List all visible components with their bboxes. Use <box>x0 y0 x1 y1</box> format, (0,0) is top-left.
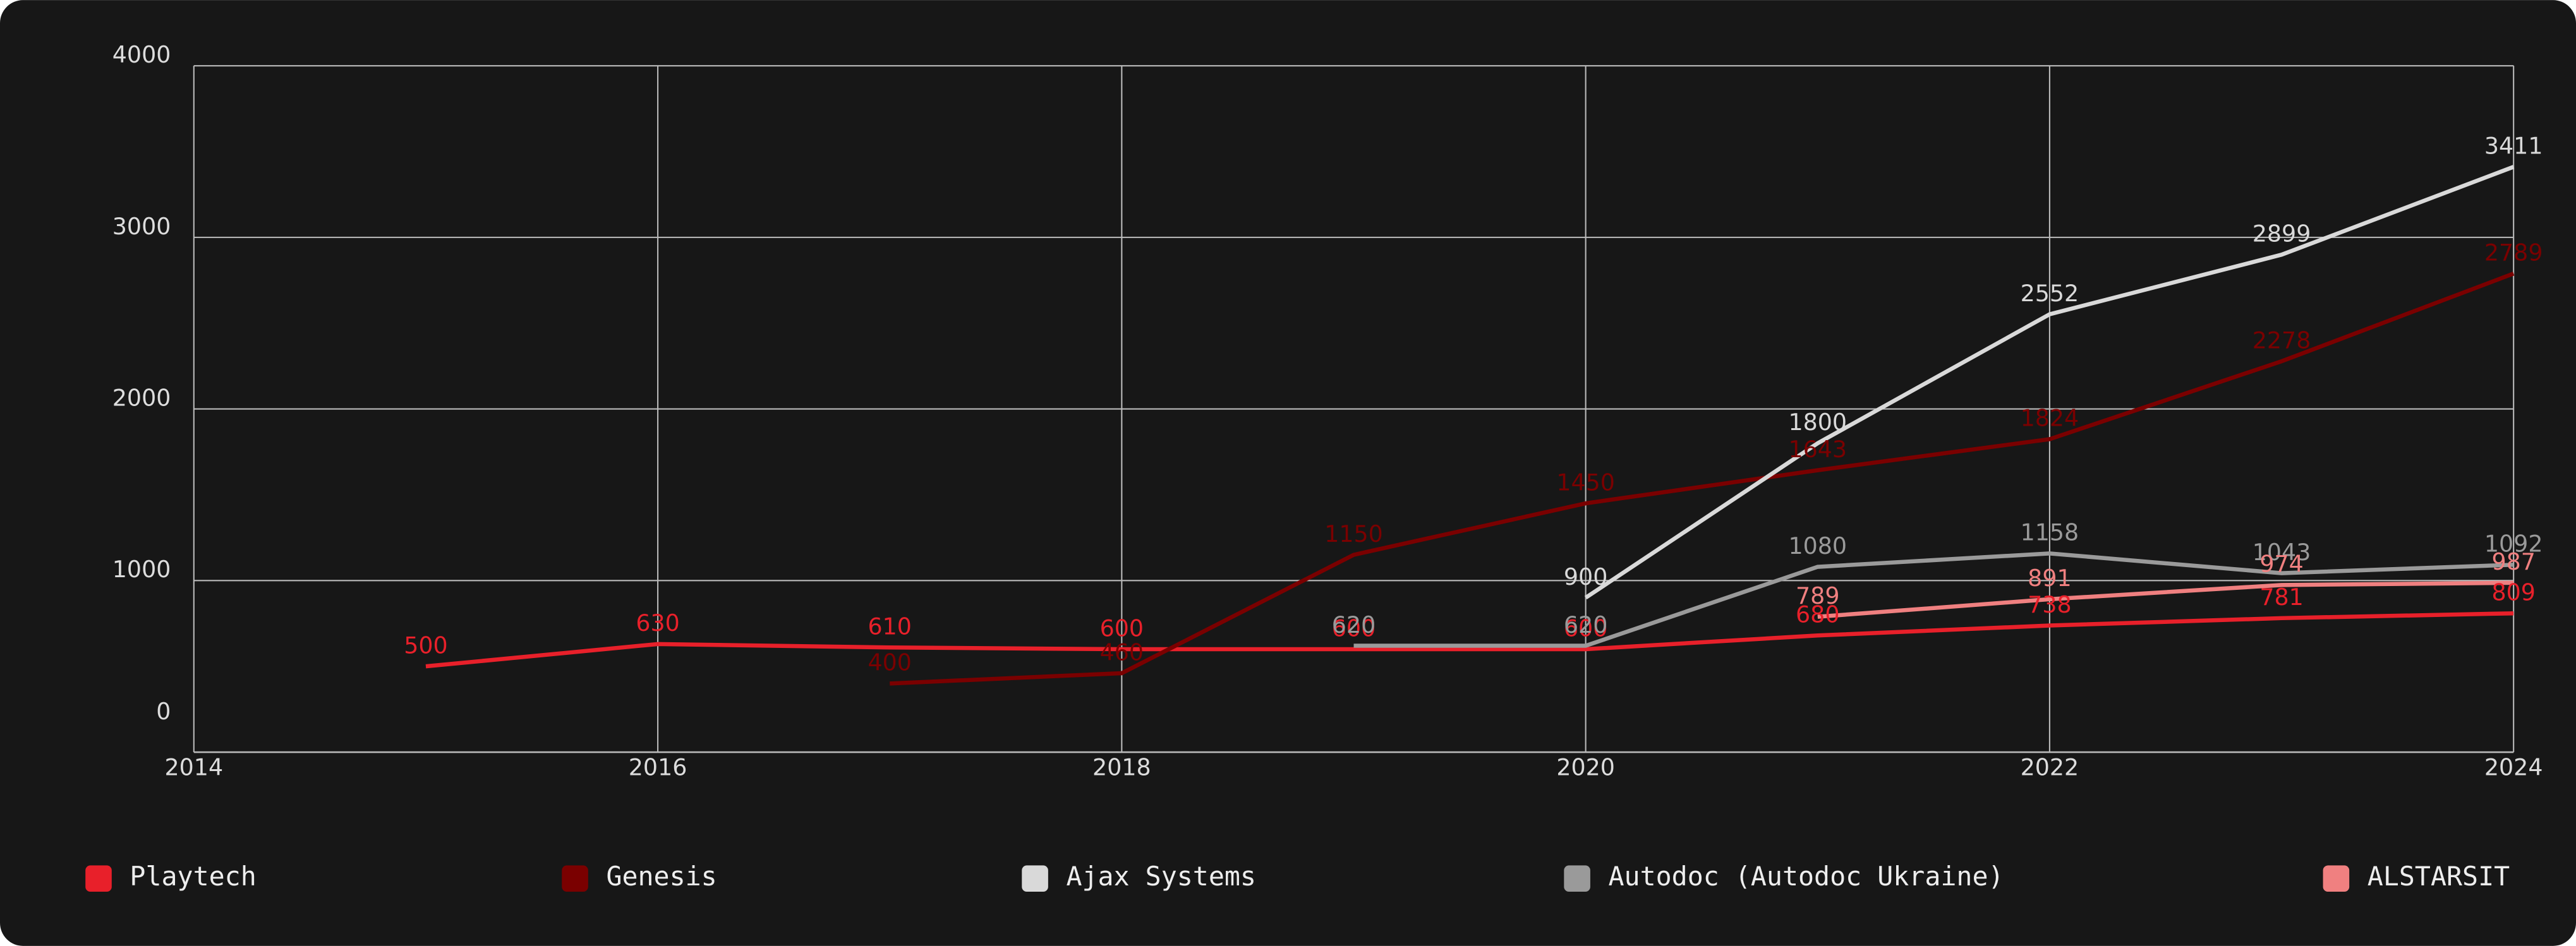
data-label: 2789 <box>2484 239 2543 266</box>
x-tick-label: 2024 <box>2484 754 2543 781</box>
data-label: 620 <box>1564 611 1607 638</box>
data-label: 900 <box>1564 563 1607 590</box>
data-label: 789 <box>1796 582 1839 609</box>
data-label: 974 <box>2259 551 2303 578</box>
data-label: 1158 <box>2021 519 2079 546</box>
legend-swatch <box>2323 865 2350 892</box>
series-line <box>1584 165 2515 600</box>
legend-swatch <box>1564 865 1590 892</box>
data-label: 1080 <box>1788 532 1847 560</box>
data-label: 2552 <box>2021 280 2079 307</box>
y-tick-label: 0 <box>156 698 171 725</box>
data-label: 738 <box>2028 591 2071 618</box>
legend-label: Ajax Systems <box>1066 861 1256 892</box>
x-tick-label: 2016 <box>629 754 687 781</box>
y-tick-label: 3000 <box>112 213 171 240</box>
data-label: 2899 <box>2252 220 2311 248</box>
x-tick-label: 2014 <box>165 754 224 781</box>
series-line <box>1817 580 2514 619</box>
y-tick-label: 1000 <box>112 556 171 583</box>
x-tick-label: 2018 <box>1092 754 1151 781</box>
data-label: 1092 <box>2484 530 2543 558</box>
data-label: 1043 <box>2252 539 2311 566</box>
data-label: 460 <box>1100 638 1144 666</box>
data-label: 600 <box>1564 614 1607 642</box>
data-label: 781 <box>2259 584 2303 611</box>
data-label: 1800 <box>1788 409 1847 436</box>
series-line <box>890 272 2515 686</box>
data-label: 809 <box>2491 579 2535 606</box>
legend-label: Autodoc (Autodoc Ukraine) <box>1609 861 2004 892</box>
data-label: 1824 <box>2021 405 2079 432</box>
data-label: 3411 <box>2484 133 2543 160</box>
data-label: 630 <box>636 609 679 637</box>
legend-swatch <box>85 865 112 892</box>
data-label: 500 <box>404 632 447 659</box>
data-label: 680 <box>1796 601 1839 628</box>
series-line <box>1353 551 2514 648</box>
legend-label: Playtech <box>130 861 256 892</box>
data-label: 1643 <box>1788 436 1847 463</box>
legend-swatch <box>562 865 588 892</box>
data-label: 610 <box>868 613 911 640</box>
legend-swatch <box>1022 865 1048 892</box>
data-label: 400 <box>868 649 911 676</box>
legend-label: ALSTARSIT <box>2367 861 2510 892</box>
data-label: 891 <box>2028 565 2071 592</box>
series-line <box>425 611 2514 669</box>
y-tick-label: 2000 <box>112 384 171 411</box>
data-label: 2278 <box>2252 326 2311 354</box>
data-label: 1150 <box>1324 520 1383 548</box>
x-tick-label: 2022 <box>2021 754 2079 781</box>
data-label: 1450 <box>1556 469 1615 496</box>
data-label: 600 <box>1100 614 1144 642</box>
x-tick-label: 2020 <box>1556 754 1615 781</box>
legend-label: Genesis <box>606 861 717 892</box>
y-tick-label: 4000 <box>112 41 171 68</box>
data-label: 620 <box>1332 611 1376 638</box>
data-label: 987 <box>2491 548 2535 575</box>
data-label: 600 <box>1332 614 1376 642</box>
